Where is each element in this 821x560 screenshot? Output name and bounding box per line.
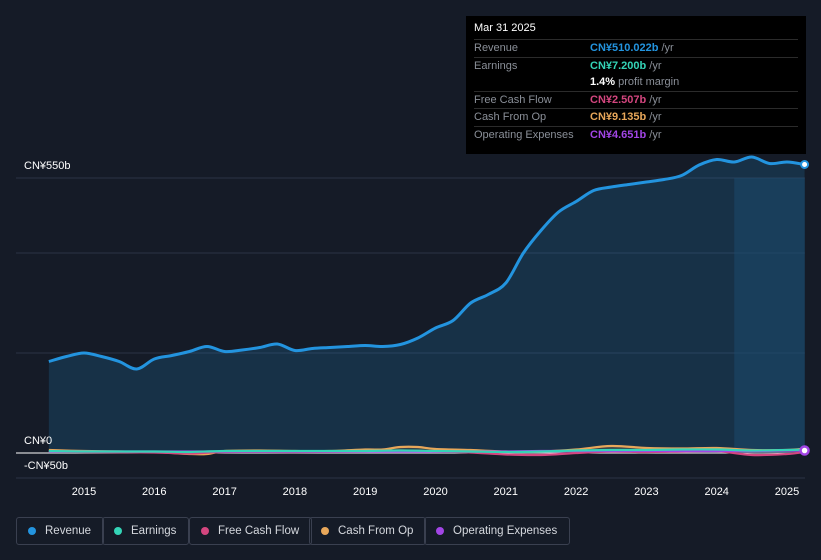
tooltip-label: Revenue	[474, 42, 519, 55]
legend-label: Cash From Op	[338, 525, 414, 537]
tooltip-value: 1.4%	[590, 76, 616, 89]
legend-dot-icon	[201, 527, 209, 535]
tooltip-unit: /yr	[649, 128, 662, 141]
tooltip-label: Operating Expenses	[474, 128, 574, 141]
x-tick-label: 2019	[353, 486, 377, 498]
tooltip-value: CN¥2.507b	[590, 93, 647, 106]
x-tick-label: 2020	[423, 486, 447, 498]
operating-expenses-end-marker	[799, 445, 810, 456]
x-tick-label: 2022	[564, 486, 588, 498]
revenue-area	[48, 156, 805, 453]
x-tick-label: 2024	[704, 486, 728, 498]
legend-earnings[interactable]: Earnings	[102, 517, 190, 545]
x-tick-label: 2021	[494, 486, 518, 498]
x-tick-label: 2017	[212, 486, 236, 498]
chart-end-markers	[799, 160, 810, 456]
tooltip-value: CN¥510.022b	[590, 42, 659, 55]
legend-label: Operating Expenses	[453, 525, 558, 537]
chart-lines	[48, 155, 805, 457]
tooltip-unit: /yr	[649, 59, 662, 72]
y-tick-label-top: CN¥550b	[24, 160, 71, 172]
x-tick-label: 2018	[283, 486, 307, 498]
legend-label: Revenue	[45, 525, 92, 537]
tooltip-row-earnings: Earnings CN¥7.200b /yr	[474, 56, 798, 75]
forecast-highlight-band	[734, 178, 805, 453]
tooltip-row-cash-from-op: Cash From Op CN¥9.135b /yr	[474, 108, 798, 126]
tooltip-value: CN¥4.651b	[590, 128, 647, 141]
earnings-line	[48, 448, 805, 454]
tooltip-row-profit-margin: 1.4% profit margin	[474, 74, 798, 91]
y-tick-label-bottom: -CN¥50b	[24, 460, 69, 472]
tooltip-value: CN¥9.135b	[590, 111, 647, 124]
legend-operating-expenses[interactable]: Operating Expenses	[424, 517, 571, 545]
revenue-line	[48, 155, 805, 371]
legend-dot-icon	[436, 527, 444, 535]
tooltip-label: Earnings	[474, 59, 518, 72]
y-tick-label-zero: CN¥0	[24, 435, 53, 447]
legend-label: Earnings	[131, 525, 177, 537]
chart-areas	[48, 156, 805, 456]
legend-cash-from-op[interactable]: Cash From Op	[309, 517, 427, 545]
x-tick-label: 2016	[142, 486, 166, 498]
revenue-end-marker	[800, 160, 810, 169]
x-tick-label: 2023	[634, 486, 658, 498]
legend-label: Free Cash Flow	[218, 525, 300, 537]
tooltip-label: Free Cash Flow	[474, 93, 552, 106]
tooltip-row-operating-expenses: Operating Expenses CN¥4.651b /yr	[474, 125, 798, 144]
tooltip-row-revenue: Revenue CN¥510.022b /yr	[474, 39, 798, 57]
tooltip-unit: /yr	[661, 42, 674, 55]
tooltip-unit: /yr	[649, 111, 662, 124]
legend-dot-icon	[321, 527, 329, 535]
x-tick-label: 2025	[775, 486, 799, 498]
tooltip-value: CN¥7.200b	[590, 59, 647, 72]
tooltip-unit: /yr	[649, 93, 662, 106]
legend-dot-icon	[28, 527, 36, 535]
tooltip-row-free-cash-flow: Free Cash Flow CN¥2.507b /yr	[474, 90, 798, 109]
tooltip-date: Mar 31 2025	[474, 22, 536, 34]
legend-dot-icon	[114, 527, 122, 535]
legend-free-cash-flow[interactable]: Free Cash Flow	[189, 517, 313, 545]
x-tick-label: 2015	[72, 486, 96, 498]
x-axis-ticks: 2015 2016 2017 2018 2019 2020 2021 2022 2023 2024…	[72, 486, 799, 498]
financials-chart: 2015 2016 2017 2018 2019 2020 2021 2022 2023 2024…	[16, 155, 810, 498]
tooltip-label: Cash From Op	[474, 111, 547, 124]
tooltip-unit: profit margin	[618, 76, 680, 89]
legend-revenue[interactable]: Revenue	[16, 517, 105, 545]
data-tooltip: Mar 31 2025 Revenue CN¥510.022b /yr Earn…	[466, 16, 806, 154]
